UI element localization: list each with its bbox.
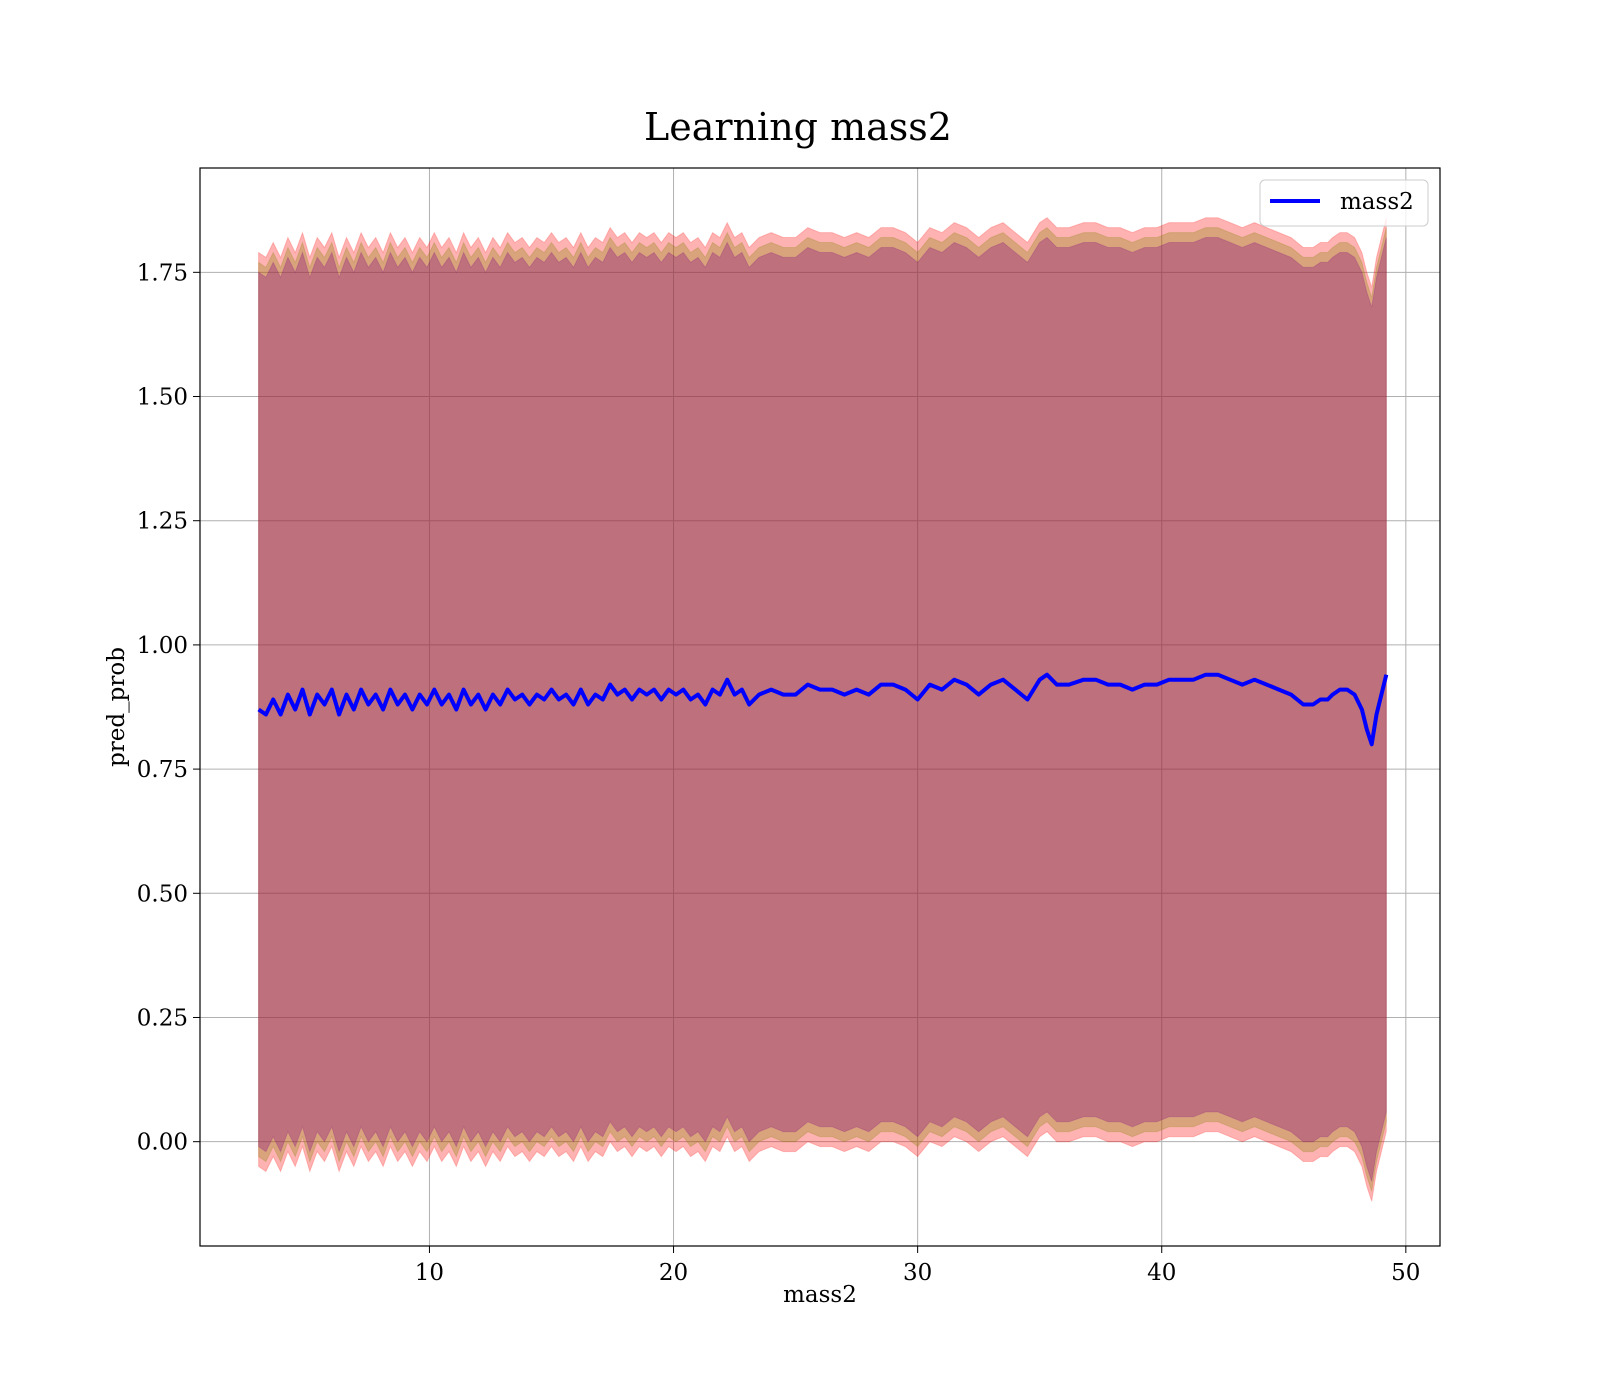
y-tick-label: 0.25	[137, 1005, 188, 1031]
plot-area	[199, 167, 1441, 1247]
data-series	[257, 672, 1389, 747]
x-tick-label: 50	[1391, 1260, 1420, 1286]
x-tick-label: 20	[659, 1260, 688, 1286]
x-axis-label: mass2	[783, 1282, 857, 1308]
y-axis-ticks: 0.00 0.25 0.50 0.75 1.00 1.25 1.50 1.75	[137, 260, 200, 1156]
y-axis-label: pred_prob	[104, 647, 130, 767]
legend-box	[1259, 179, 1429, 227]
x-axis-ticks: 10 20 30 40 50	[415, 1246, 1420, 1286]
y-tick-label: 0.75	[137, 757, 188, 783]
band-outer	[258, 217, 1387, 1202]
band-middle	[258, 226, 1387, 1192]
x-tick-label: 10	[415, 1260, 444, 1286]
band-inner	[258, 236, 1387, 1182]
series-line-mass2	[257, 672, 1389, 747]
chart-title: Learning mass2	[644, 105, 952, 149]
y-tick-label: 1.50	[137, 385, 188, 411]
legend: mass2	[1259, 179, 1429, 227]
plot-frame	[199, 167, 1441, 1247]
legend-entry: mass2	[1340, 189, 1414, 215]
y-tick-label: 1.00	[137, 633, 188, 659]
x-tick-label: 30	[903, 1260, 932, 1286]
y-tick-label: 1.75	[137, 260, 188, 286]
y-tick-label: 0.50	[137, 881, 188, 907]
confidence-bands	[258, 217, 1387, 1202]
y-tick-label: 0.00	[137, 1130, 188, 1156]
x-tick-label: 40	[1147, 1260, 1176, 1286]
grid-lines	[200, 168, 1440, 1246]
y-tick-label: 1.25	[137, 509, 188, 535]
